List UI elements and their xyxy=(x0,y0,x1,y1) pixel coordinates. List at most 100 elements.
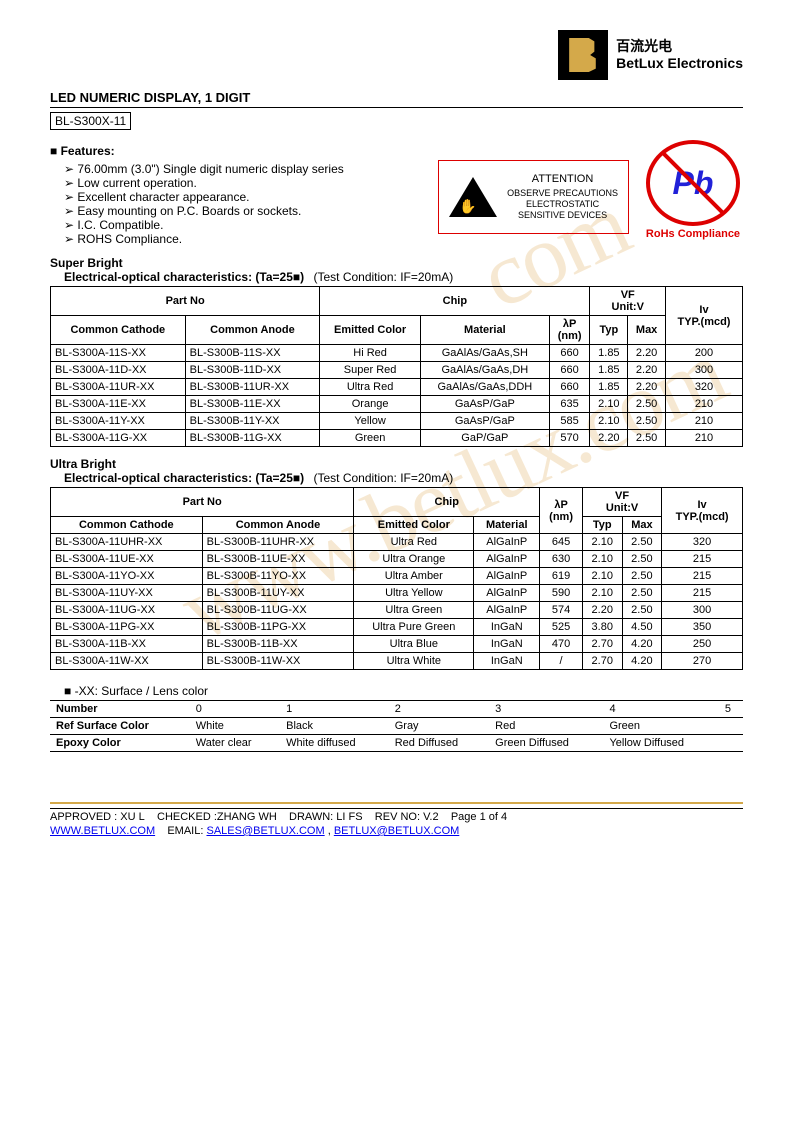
table-cell: 2.20 xyxy=(628,362,666,379)
th-cc: Common Cathode xyxy=(51,517,203,534)
table-cell: AlGaInP xyxy=(474,534,540,551)
th-iv: IvTYP.(mcd) xyxy=(665,287,742,345)
table-cell: 645 xyxy=(540,534,583,551)
table-cell xyxy=(719,718,743,735)
logo-icon xyxy=(558,30,608,80)
table-cell: 2.70 xyxy=(582,636,622,653)
super-bright-table: Part No Chip VFUnit:V IvTYP.(mcd) Common… xyxy=(50,286,743,447)
table-cell: BL-S300A-11Y-XX xyxy=(51,413,186,430)
table-cell: 1.85 xyxy=(590,345,628,362)
table-cell: 2.10 xyxy=(582,551,622,568)
super-condition: (Test Condition: IF=20mA) xyxy=(313,270,453,284)
table-cell: BL-S300A-11UY-XX xyxy=(51,585,203,602)
table-cell: Green xyxy=(603,718,718,735)
table-cell: BL-S300B-11Y-XX xyxy=(185,413,320,430)
table-cell: 1.85 xyxy=(590,362,628,379)
super-subtitle: Electrical-optical characteristics: (Ta=… xyxy=(64,270,304,284)
table-cell: 635 xyxy=(549,396,590,413)
th-lp: λP(nm) xyxy=(540,488,583,534)
table-cell: InGaN xyxy=(474,619,540,636)
table-cell: 2.10 xyxy=(582,534,622,551)
table-cell: 570 xyxy=(549,430,590,447)
table-cell: Water clear xyxy=(190,735,280,752)
table-cell: BL-S300A-11YO-XX xyxy=(51,568,203,585)
table-cell: 2.50 xyxy=(628,430,666,447)
table-cell: BL-S300B-11S-XX xyxy=(185,345,320,362)
table-cell: Ultra Red xyxy=(320,379,421,396)
th-material: Material xyxy=(474,517,540,534)
table-cell: InGaN xyxy=(474,653,540,670)
th-lp: λP(nm) xyxy=(549,316,590,345)
th-chip: Chip xyxy=(320,287,590,316)
table-cell: BL-S300B-11UR-XX xyxy=(185,379,320,396)
footer-line2: WWW.BETLUX.COM EMAIL: SALES@BETLUX.COM ,… xyxy=(50,825,743,837)
table-cell: Red xyxy=(489,718,603,735)
feature-item: Low current operation. xyxy=(64,176,424,190)
esd-attention: ATTENTION xyxy=(507,173,618,186)
th-vf: VFUnit:V xyxy=(590,287,666,316)
table-cell: 320 xyxy=(665,379,742,396)
table-cell: Black xyxy=(280,718,389,735)
table-cell: Yellow Diffused xyxy=(603,735,718,752)
esd-triangle-icon: ✋ xyxy=(449,177,497,217)
esd-line: SENSITIVE DEVICES xyxy=(507,210,618,221)
table-cell: 2.50 xyxy=(622,585,662,602)
pb-symbol: Pb xyxy=(673,165,714,202)
table-cell: Ultra Yellow xyxy=(354,585,474,602)
table-cell: Orange xyxy=(320,396,421,413)
table-cell: / xyxy=(540,653,583,670)
table-cell: 2.10 xyxy=(582,568,622,585)
table-cell: 2.50 xyxy=(622,602,662,619)
table-cell: Red Diffused xyxy=(389,735,489,752)
th-vf: VFUnit:V xyxy=(582,488,661,517)
table-cell: BL-S300A-11E-XX xyxy=(51,396,186,413)
table-cell: 215 xyxy=(662,585,743,602)
table-cell: 215 xyxy=(662,568,743,585)
footer-url-link[interactable]: WWW.BETLUX.COM xyxy=(50,825,155,837)
table-cell: 470 xyxy=(540,636,583,653)
table-cell: BL-S300A-11PG-XX xyxy=(51,619,203,636)
table-cell: BL-S300B-11PG-XX xyxy=(202,619,354,636)
table-cell: 3.80 xyxy=(582,619,622,636)
th-ca: Common Anode xyxy=(202,517,354,534)
table-cell: Green Diffused xyxy=(489,735,603,752)
th-material: Material xyxy=(420,316,549,345)
table-cell: Super Red xyxy=(320,362,421,379)
footer-email1-link[interactable]: SALES@BETLUX.COM xyxy=(206,825,324,837)
ultra-bright-title: Ultra Bright xyxy=(50,457,743,471)
feature-item: 76.00mm (3.0") Single digit numeric disp… xyxy=(64,162,424,176)
table-cell: 2.50 xyxy=(622,568,662,585)
table-cell: BL-S300B-11UG-XX xyxy=(202,602,354,619)
th-max: Max xyxy=(628,316,666,345)
table-row: BL-S300A-11UE-XXBL-S300B-11UE-XXUltra Or… xyxy=(51,551,743,568)
footer-email2-link[interactable]: BETLUX@BETLUX.COM xyxy=(334,825,459,837)
table-cell: 2.50 xyxy=(622,534,662,551)
table-cell: GaAlAs/GaAs,SH xyxy=(420,345,549,362)
table-cell: 574 xyxy=(540,602,583,619)
table-cell: InGaN xyxy=(474,636,540,653)
table-cell: BL-S300B-11UHR-XX xyxy=(202,534,354,551)
table-cell: GaAsP/GaP xyxy=(420,413,549,430)
table-cell: Ultra Amber xyxy=(354,568,474,585)
table-cell: 2.20 xyxy=(628,379,666,396)
ultra-condition: (Test Condition: IF=20mA) xyxy=(313,471,453,485)
table-cell: BL-S300A-11G-XX xyxy=(51,430,186,447)
table-cell: 300 xyxy=(665,362,742,379)
table-cell: AlGaInP xyxy=(474,602,540,619)
th-cc: Common Cathode xyxy=(51,316,186,345)
table-cell: 320 xyxy=(662,534,743,551)
table-cell xyxy=(719,735,743,752)
table-cell: BL-S300B-11B-XX xyxy=(202,636,354,653)
table-cell: BL-S300A-11B-XX xyxy=(51,636,203,653)
table-cell: 300 xyxy=(662,602,743,619)
table-cell: BL-S300A-11W-XX xyxy=(51,653,203,670)
table-cell: Yellow xyxy=(320,413,421,430)
table-cell: 2.10 xyxy=(582,585,622,602)
table-cell: BL-S300B-11YO-XX xyxy=(202,568,354,585)
title-rule xyxy=(50,107,743,108)
table-cell: 1.85 xyxy=(590,379,628,396)
table-row: BL-S300A-11PG-XXBL-S300B-11PG-XXUltra Pu… xyxy=(51,619,743,636)
table-cell: AlGaInP xyxy=(474,568,540,585)
page-title: LED NUMERIC DISPLAY, 1 DIGIT xyxy=(50,90,743,105)
table-cell: Ultra Pure Green xyxy=(354,619,474,636)
